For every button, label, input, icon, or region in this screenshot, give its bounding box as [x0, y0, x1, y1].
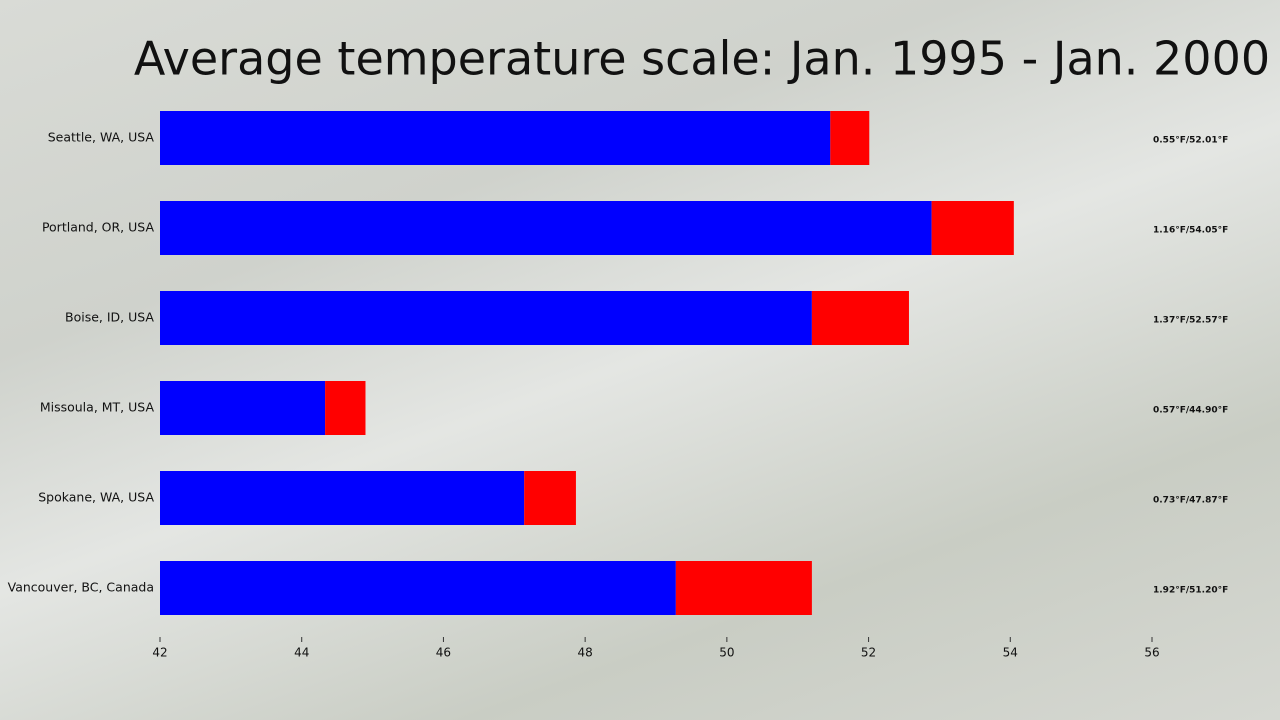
value-label: 0.57°F/44.90°F [1153, 406, 1228, 416]
value-label: 1.37°F/52.57°F [1153, 316, 1228, 326]
bar-segment [931, 201, 1014, 255]
y-tick-label: Missoula, MT, USA [40, 400, 155, 415]
bar-segment [830, 111, 870, 165]
bar-segment [160, 471, 525, 525]
bar-segment [160, 381, 326, 435]
y-tick-label: Boise, ID, USA [65, 310, 154, 325]
bar-segment [675, 561, 812, 615]
x-tick-label: 52 [861, 646, 876, 660]
x-tick-label: 46 [436, 646, 451, 660]
value-label: 0.73°F/47.87°F [1153, 496, 1228, 506]
bar-segment [160, 111, 831, 165]
value-label: 1.92°F/51.20°F [1153, 586, 1228, 596]
y-tick-label: Seattle, WA, USA [48, 130, 155, 145]
x-tick-label: 48 [578, 646, 593, 660]
bar-segment [160, 201, 932, 255]
y-tick-label: Spokane, WA, USA [38, 490, 154, 505]
value-label: 0.55°F/52.01°F [1153, 136, 1228, 146]
x-tick-label: 50 [719, 646, 734, 660]
x-tick-label: 54 [1003, 646, 1018, 660]
bar-segment [811, 291, 909, 345]
chart-title: Average temperature scale: Jan. 1995 - J… [134, 32, 1270, 86]
bar-segment [524, 471, 576, 525]
y-tick-label: Vancouver, BC, Canada [8, 580, 154, 595]
x-tick-label: 56 [1144, 646, 1159, 660]
x-tick-label: 44 [294, 646, 309, 660]
y-tick-label: Portland, OR, USA [42, 220, 155, 235]
bar-segment [160, 291, 812, 345]
bar-segment [160, 561, 676, 615]
value-label: 1.16°F/54.05°F [1153, 226, 1228, 236]
bar-segment [325, 381, 366, 435]
x-tick-label: 42 [152, 646, 167, 660]
